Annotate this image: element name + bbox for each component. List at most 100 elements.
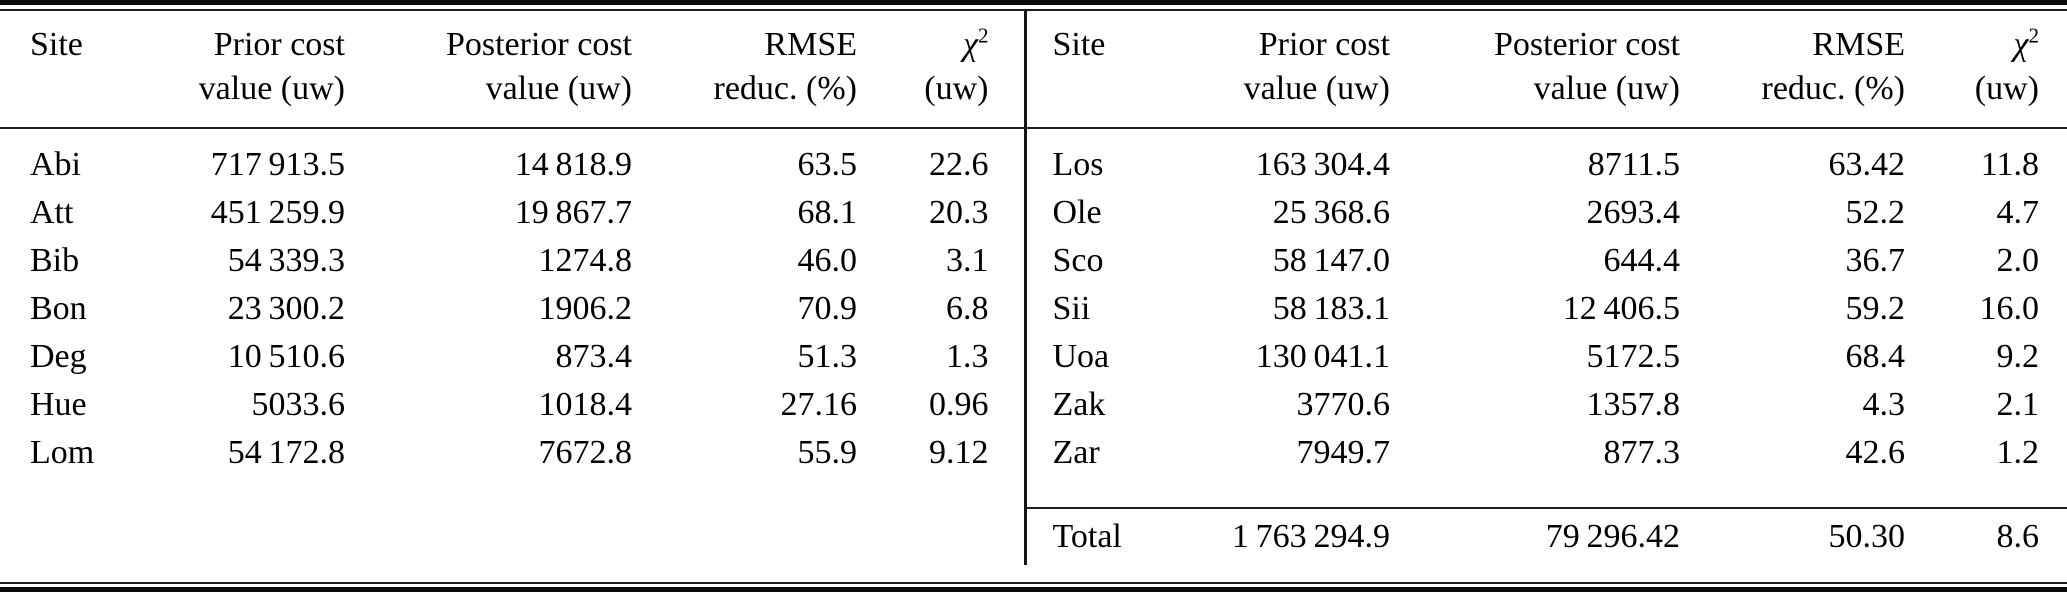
header-chi2-right: χ2 (uw) <box>1905 11 2067 129</box>
prior-cost-cell: 25 368.6 <box>1272 194 1390 231</box>
prior-cost-cell: 5033.6 <box>251 386 346 423</box>
chi2-cell: 2.0 <box>1996 242 2040 279</box>
chi2-cell: 1.3 <box>946 338 989 375</box>
prior-cost-cell: 58 183.1 <box>1272 290 1390 327</box>
header-site-left: Site <box>0 11 100 129</box>
rmse-cell: 42.6 <box>1845 434 1906 471</box>
table-row: Bon 23 300.2 1906.2 70.9 6.8 Sii 58 183.… <box>0 285 2067 333</box>
site-cell: Hue <box>30 386 87 423</box>
site-cell: Uoa <box>1023 333 1150 381</box>
rmse-cell: 36.7 <box>1845 242 1906 279</box>
site-cell: Ole <box>1023 189 1150 237</box>
header-rmse-left: RMSE reduc. (%) <box>632 11 857 129</box>
rmse-cell: 52.2 <box>1845 194 1906 231</box>
bottom-thin-rule <box>0 582 2067 584</box>
prior-cost-cell: 58 147.0 <box>1272 242 1390 279</box>
header-row: Site Prior cost value (uw) Posterior cost… <box>0 11 2067 129</box>
chi2-cell: 16.0 <box>1979 290 2040 327</box>
prior-cost-cell: 54 172.8 <box>227 434 345 471</box>
prior-cost-cell: 717 913.5 <box>210 146 345 183</box>
total-row: Total 1 763 294.9 79 296.42 50.30 8.6 <box>0 508 2067 565</box>
site-cell: Zar <box>1023 429 1150 477</box>
chi2-cell: 1.2 <box>1996 434 2040 471</box>
posterior-cost-cell: 1357.8 <box>1586 386 1681 423</box>
table-row: Bib 54 339.3 1274.8 46.0 3.1 Sco 58 147.… <box>0 237 2067 285</box>
table-header: Site Prior cost value (uw) Posterior cost… <box>0 11 2067 129</box>
table-row: Deg 10 510.6 873.4 51.3 1.3 Uoa 130 041.… <box>0 333 2067 381</box>
header-posterior-right: Posterior cost value (uw) <box>1390 11 1680 129</box>
chi2-cell: 9.12 <box>929 434 989 471</box>
posterior-cost-cell: 644.4 <box>1603 242 1681 279</box>
site-cell: Abi <box>30 146 81 183</box>
top-thick-rule <box>0 0 2067 5</box>
site-cell: Sco <box>1023 237 1150 285</box>
rmse-cell: 46.0 <box>797 242 858 279</box>
posterior-cost-cell: 5172.5 <box>1586 338 1681 375</box>
chi2-cell: 9.2 <box>1996 338 2040 375</box>
posterior-cost-cell: 19 867.7 <box>514 194 632 231</box>
site-cell: Los <box>1023 128 1150 189</box>
header-chi2-left: χ2 (uw) <box>857 11 1025 129</box>
chi-symbol: χ <box>2013 26 2029 63</box>
posterior-cost-cell: 877.3 <box>1603 434 1681 471</box>
rmse-cell: 51.3 <box>797 338 858 375</box>
table-body: Abi 717 913.5 14 818.9 63.5 22.6 Los 163… <box>0 128 2067 565</box>
prior-cost-cell: 10 510.6 <box>227 338 345 375</box>
table-row: Abi 717 913.5 14 818.9 63.5 22.6 Los 163… <box>0 128 2067 189</box>
top-thin-rule <box>0 9 2067 11</box>
bottom-thick-rule <box>0 587 2067 592</box>
posterior-cost-cell: 12 406.5 <box>1562 290 1680 327</box>
chi-superscript: 2 <box>977 23 989 48</box>
total-chi2-cell: 8.6 <box>1996 518 2040 555</box>
posterior-cost-cell: 8711.5 <box>1587 146 1680 183</box>
header-posterior-left: Posterior cost value (uw) <box>345 11 632 129</box>
chi-superscript: 2 <box>2028 23 2039 48</box>
table-row: Att 451 259.9 19 867.7 68.1 20.3 Ole 25 … <box>0 189 2067 237</box>
chi2-cell: 6.8 <box>946 290 989 327</box>
rmse-cell: 4.3 <box>1862 386 1906 423</box>
total-posterior-cell: 79 296.42 <box>1545 518 1680 555</box>
prior-cost-cell: 451 259.9 <box>210 194 345 231</box>
rmse-cell: 63.5 <box>797 146 858 183</box>
site-cell: Bib <box>30 242 80 279</box>
total-label-cell: Total <box>1023 508 1150 565</box>
prior-cost-cell: 163 304.4 <box>1255 146 1390 183</box>
chi2-cell: 2.1 <box>1996 386 2040 423</box>
posterior-cost-cell: 1018.4 <box>538 386 633 423</box>
posterior-cost-cell: 1906.2 <box>538 290 633 327</box>
total-prior-cell: 1 763 294.9 <box>1231 518 1390 555</box>
site-cell: Zak <box>1023 381 1150 429</box>
total-mid-rule <box>1023 477 2067 509</box>
site-cell: Bon <box>30 290 87 327</box>
rmse-cell: 70.9 <box>797 290 858 327</box>
posterior-cost-cell: 7672.8 <box>538 434 633 471</box>
posterior-cost-cell: 2693.4 <box>1586 194 1681 231</box>
prior-cost-cell: 7949.7 <box>1296 434 1391 471</box>
site-cell: Deg <box>30 338 87 375</box>
chi2-cell: 0.96 <box>929 386 989 423</box>
chi2-cell: 20.3 <box>929 194 989 231</box>
rmse-cell: 59.2 <box>1845 290 1906 327</box>
site-cell: Sii <box>1023 285 1150 333</box>
spacer-cell-left <box>0 477 1025 508</box>
rmse-cell: 27.16 <box>780 386 858 423</box>
posterior-cost-cell: 14 818.9 <box>514 146 632 183</box>
chi-symbol: χ <box>962 26 978 63</box>
prior-cost-cell: 130 041.1 <box>1255 338 1390 375</box>
header-rmse-right: RMSE reduc. (%) <box>1680 11 1905 129</box>
prior-cost-cell: 54 339.3 <box>227 242 345 279</box>
posterior-cost-cell: 873.4 <box>555 338 633 375</box>
table-row: Hue 5033.6 1018.4 27.16 0.96 Zak 3770.6 … <box>0 381 2067 429</box>
table-row: Lom 54 172.8 7672.8 55.9 9.12 Zar 7949.7… <box>0 429 2067 477</box>
chi2-cell: 3.1 <box>946 242 989 279</box>
rmse-cell: 68.1 <box>797 194 858 231</box>
prior-cost-cell: 3770.6 <box>1296 386 1391 423</box>
cost-statistics-table: Site Prior cost value (uw) Posterior cost… <box>0 11 2067 565</box>
rmse-cell: 55.9 <box>797 434 858 471</box>
spacer-row <box>0 477 2067 509</box>
header-prior-left: Prior cost value (uw) <box>100 11 345 129</box>
rmse-cell: 68.4 <box>1845 338 1906 375</box>
header-prior-right: Prior cost value (uw) <box>1150 11 1390 129</box>
header-site-right: Site <box>1023 11 1150 129</box>
